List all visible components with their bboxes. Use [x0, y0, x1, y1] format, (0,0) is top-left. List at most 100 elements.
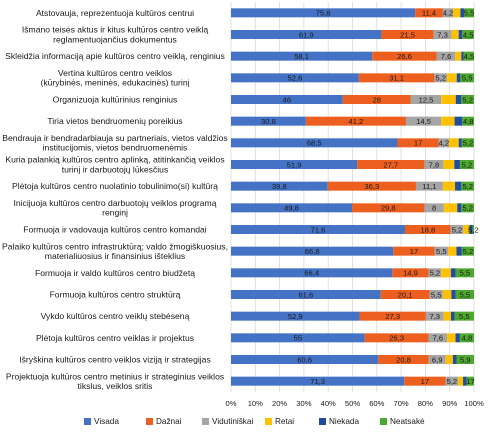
- category-label: Plėtoja kultūros centro veiklas ir proje…: [36, 333, 194, 343]
- bar-segment: [434, 73, 448, 83]
- data-label: 5,2: [447, 377, 458, 386]
- category-label: Formuoja ir valdo kultūros centro biudže…: [35, 268, 195, 278]
- bar-segment: [305, 116, 406, 126]
- bar-segment: [372, 51, 437, 61]
- bar-segment: [231, 246, 394, 256]
- data-label: 36,3: [364, 182, 379, 191]
- bar-segment: [231, 333, 365, 343]
- x-tick-labels: 0% 10% 20% 30% 40% 50% 60% 70% 80% 90% 100%: [226, 399, 484, 408]
- bar-segment: [442, 181, 456, 191]
- bar-segment: [231, 138, 398, 148]
- data-label: 8: [432, 204, 436, 213]
- bar-segment: [410, 95, 442, 104]
- data-label: 61,6: [298, 290, 313, 299]
- data-label: 5,2: [462, 160, 473, 169]
- bar-segment: [415, 181, 443, 191]
- data-label: 14,5: [416, 117, 431, 126]
- data-label: 20,1: [398, 290, 413, 299]
- bar-segment: [357, 160, 425, 169]
- category-label: turinį ir darbuotojų lūkesčius: [62, 164, 169, 174]
- bar-segment: [231, 181, 328, 191]
- data-label: 41,2: [349, 117, 364, 126]
- bar-segment: [442, 8, 454, 18]
- data-label: 51,9: [287, 160, 302, 169]
- bar-segment: [445, 355, 453, 364]
- data-label: 27,3: [385, 312, 400, 321]
- bar-segment: [441, 116, 455, 126]
- x-tick-label: 80%: [418, 399, 433, 408]
- data-label: 5,5: [459, 312, 470, 321]
- legend-label: Visada: [94, 417, 119, 426]
- data-label: 7,6: [433, 334, 444, 343]
- data-label: 55: [294, 334, 302, 343]
- bar-segment: [450, 268, 456, 278]
- bar-segment: [455, 333, 460, 343]
- bar-segment: [472, 225, 474, 234]
- bar-segment: [450, 311, 455, 321]
- data-label: 14,9: [403, 269, 418, 278]
- data-label: 11,1: [422, 182, 436, 191]
- x-tick-label: 100%: [464, 399, 484, 408]
- bar-segment: [463, 376, 467, 386]
- data-label: 61,9: [299, 30, 314, 39]
- bar-segment: [441, 268, 451, 278]
- bar-segment: [447, 73, 457, 83]
- x-tick-label: 10%: [248, 399, 263, 408]
- data-label: 5,2: [463, 139, 474, 148]
- bar-segment: [462, 30, 474, 39]
- category-label: Projektuoja kultūros centro metinius ir …: [6, 371, 224, 381]
- bar-segment: [456, 355, 474, 364]
- bar-segment: [231, 311, 360, 321]
- category-label: Plėtoja kultūros centro nuolatinio tobul…: [12, 181, 218, 191]
- bar-segment: [455, 95, 462, 104]
- data-label: 75,8: [316, 9, 331, 18]
- category-label: Skleidžia informaciją apie kultūros cent…: [5, 51, 225, 61]
- bar-segment: [231, 268, 393, 278]
- legend-swatch: [84, 418, 91, 425]
- data-label: 27,7: [383, 160, 398, 169]
- data-label: 17: [410, 247, 418, 256]
- bar-segment: [454, 311, 474, 321]
- data-label: 18,8: [420, 225, 435, 234]
- data-label: 6,9: [432, 355, 443, 364]
- bar-segment: [393, 246, 435, 256]
- bar-segment: [461, 246, 474, 256]
- bar-segment: [455, 290, 474, 299]
- bar-segment: [231, 376, 405, 386]
- bar-segment: [460, 8, 465, 18]
- bar-segment: [469, 225, 473, 234]
- bar-segment: [455, 51, 462, 61]
- data-label: 39,8: [272, 182, 287, 191]
- bar-segment: [461, 203, 474, 213]
- bar-segment: [381, 30, 434, 39]
- category-label: Palaiko kultūros centro infrastruktūrą; …: [2, 241, 228, 251]
- bar-segment: [443, 203, 458, 213]
- legend-label: Dažnai: [156, 417, 182, 426]
- x-tick-label: 90%: [442, 399, 457, 408]
- bar-segment: [404, 225, 451, 234]
- data-label: 26,3: [389, 334, 404, 343]
- data-label: 4,5: [464, 52, 475, 61]
- data-label: 21,5: [400, 30, 415, 39]
- bar-segment: [428, 355, 446, 364]
- bar-segment: [443, 311, 451, 321]
- data-label: 5,2: [463, 247, 474, 256]
- legend-swatch: [265, 418, 272, 425]
- bar-segment: [231, 355, 379, 364]
- data-label: 5,5: [431, 290, 442, 299]
- bar-segment: [453, 8, 461, 18]
- data-label: 7,8: [429, 160, 440, 169]
- bar-segment: [428, 333, 448, 343]
- bar-segment: [434, 246, 448, 256]
- bar-segment: [424, 203, 444, 213]
- x-tick-label: 30%: [296, 399, 311, 408]
- bar-segment: [461, 181, 474, 191]
- data-label: 71,6: [311, 225, 326, 234]
- bar-segment: [441, 95, 456, 104]
- bar-segment: [461, 138, 474, 148]
- category-label: reglamentuojančius dokumentus: [53, 34, 177, 44]
- data-label: 31,1: [389, 74, 404, 83]
- bar-segment: [462, 116, 474, 126]
- data-label: 5,5: [464, 9, 475, 18]
- data-label: 17: [421, 377, 429, 386]
